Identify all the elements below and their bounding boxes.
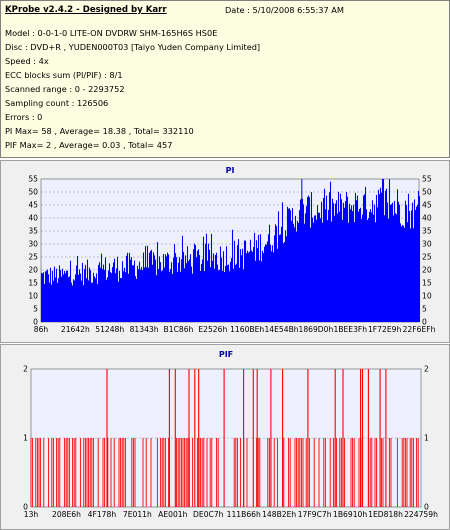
y-tick-label-right: 35 bbox=[422, 227, 432, 236]
x-tick-label: 14E54Bh bbox=[264, 325, 298, 334]
y-tick-label-right: 20 bbox=[422, 266, 432, 275]
x-tick-label: AE001h bbox=[158, 510, 187, 519]
pif-chart-panel: PIF 0 0 1 1 2 2 13h 208E6h 4F178h 7E011h AE001h DE0C… bbox=[0, 344, 450, 530]
x-tick-label: 148B2Eh bbox=[262, 510, 296, 519]
info-sampling: Sampling count : 126506 bbox=[5, 98, 109, 108]
info-panel: KProbe v2.4.2 - Designed by Karr Date : … bbox=[0, 0, 450, 158]
pif-series-level2 bbox=[106, 369, 387, 507]
y-tick-label-left: 25 bbox=[28, 253, 38, 262]
x-tick-label: 1B6910h bbox=[333, 510, 367, 519]
x-tick-label: 13h bbox=[24, 510, 39, 519]
y-tick-label-left: 30 bbox=[28, 240, 38, 249]
x-tick-label: 224759h bbox=[404, 510, 438, 519]
y-tick-label-left: 45 bbox=[28, 201, 38, 210]
y-tick-label-right: 15 bbox=[422, 279, 432, 288]
x-tick-label: 1869D0h bbox=[298, 325, 333, 334]
y-tick-label-right: 40 bbox=[422, 214, 432, 223]
x-tick-label: 51248h bbox=[95, 325, 124, 334]
y-tick-label-left: 50 bbox=[28, 188, 38, 197]
y-tick-label-left: 35 bbox=[28, 227, 38, 236]
x-tick-label: B1C86h bbox=[164, 325, 194, 334]
info-model: Model : 0-0-1-0 LITE-ON DVDRW SHM-165H6S… bbox=[5, 28, 218, 38]
chart-title: PIF bbox=[219, 350, 233, 359]
y-tick-label-right: 1 bbox=[424, 434, 429, 443]
y-tick-label-left: 15 bbox=[28, 279, 38, 288]
y-tick-label-left: 40 bbox=[28, 214, 38, 223]
info-ecc: ECC blocks sum (PI/PIF) : 8/1 bbox=[5, 70, 123, 80]
x-tick-label: 111B66h bbox=[227, 510, 261, 519]
x-tick-label: 1ED818h bbox=[368, 510, 403, 519]
y-tick-label-right: 50 bbox=[422, 188, 432, 197]
x-tick-label: 7E011h bbox=[123, 510, 152, 519]
info-disc: Disc : DVD+R , YUDEN000T03 [Taiyo Yuden … bbox=[5, 42, 261, 52]
y-tick-label-left: 55 bbox=[28, 175, 38, 184]
pif-chart: PIF 0 0 1 1 2 2 13h 208E6h 4F178h 7E011h AE001h DE0C… bbox=[23, 350, 438, 519]
x-tick-label: 208E6h bbox=[52, 510, 81, 519]
y-tick-label-right: 30 bbox=[422, 240, 432, 249]
x-tick-label: 17F9C7h bbox=[298, 510, 332, 519]
y-tick-label-right: 25 bbox=[422, 253, 432, 262]
y-tick-label-right: 2 bbox=[424, 365, 429, 374]
y-tick-label-left: 20 bbox=[28, 266, 38, 275]
y-tick-label-left: 5 bbox=[33, 305, 38, 314]
y-tick-label-right: 0 bbox=[422, 318, 427, 327]
pif-series-level1 bbox=[30, 438, 419, 507]
y-tick-label-right: 55 bbox=[422, 175, 432, 184]
x-tick-label: 1BEE3Fh bbox=[333, 325, 367, 334]
info-pi-summary: PI Max= 58 , Average= 18.38 , Total= 332… bbox=[5, 126, 194, 136]
y-tick-label-right: 10 bbox=[422, 292, 432, 301]
y-tick-label-left: 1 bbox=[23, 434, 28, 443]
x-tick-label: E2526h bbox=[198, 325, 227, 334]
x-tick-label: 21642h bbox=[61, 325, 90, 334]
y-tick-label-left: 10 bbox=[28, 292, 38, 301]
y-tick-label-right: 45 bbox=[422, 201, 432, 210]
y-tick-label-right: 5 bbox=[422, 305, 427, 314]
info-speed: Speed : 4x bbox=[5, 56, 49, 66]
x-tick-label: 86h bbox=[34, 325, 49, 334]
info-range: Scanned range : 0 - 2293752 bbox=[5, 84, 125, 94]
chart-title: PI bbox=[226, 166, 235, 175]
x-tick-label: 1160BEh bbox=[230, 325, 264, 334]
x-tick-label: 1F72E9h bbox=[368, 325, 401, 334]
app-title: KProbe v2.4.2 - Designed by Karr bbox=[5, 5, 167, 15]
x-tick-label: DE0C7h bbox=[193, 510, 224, 519]
y-tick-label-left: 0 bbox=[23, 503, 28, 512]
info-errors: Errors : 0 bbox=[5, 112, 43, 122]
x-tick-label: 4F178h bbox=[88, 510, 117, 519]
y-tick-label-right: 0 bbox=[424, 503, 429, 512]
pi-series bbox=[40, 179, 421, 322]
info-pif-summary: PIF Max= 2 , Average= 0.03 , Total= 457 bbox=[5, 140, 173, 150]
x-tick-label: 81343h bbox=[130, 325, 159, 334]
x-tick-label: 22F6EFh bbox=[403, 325, 436, 334]
pi-chart-panel: PI 0 0 5 5 10 10 15 15 20 20 25 25 30 30 35 35 40 40 45 45 50… bbox=[0, 160, 450, 343]
y-tick-label-left: 2 bbox=[23, 365, 28, 374]
scan-date: Date : 5/10/2008 6:55:37 AM bbox=[225, 5, 344, 15]
y-tick-label-left: 0 bbox=[33, 318, 38, 327]
